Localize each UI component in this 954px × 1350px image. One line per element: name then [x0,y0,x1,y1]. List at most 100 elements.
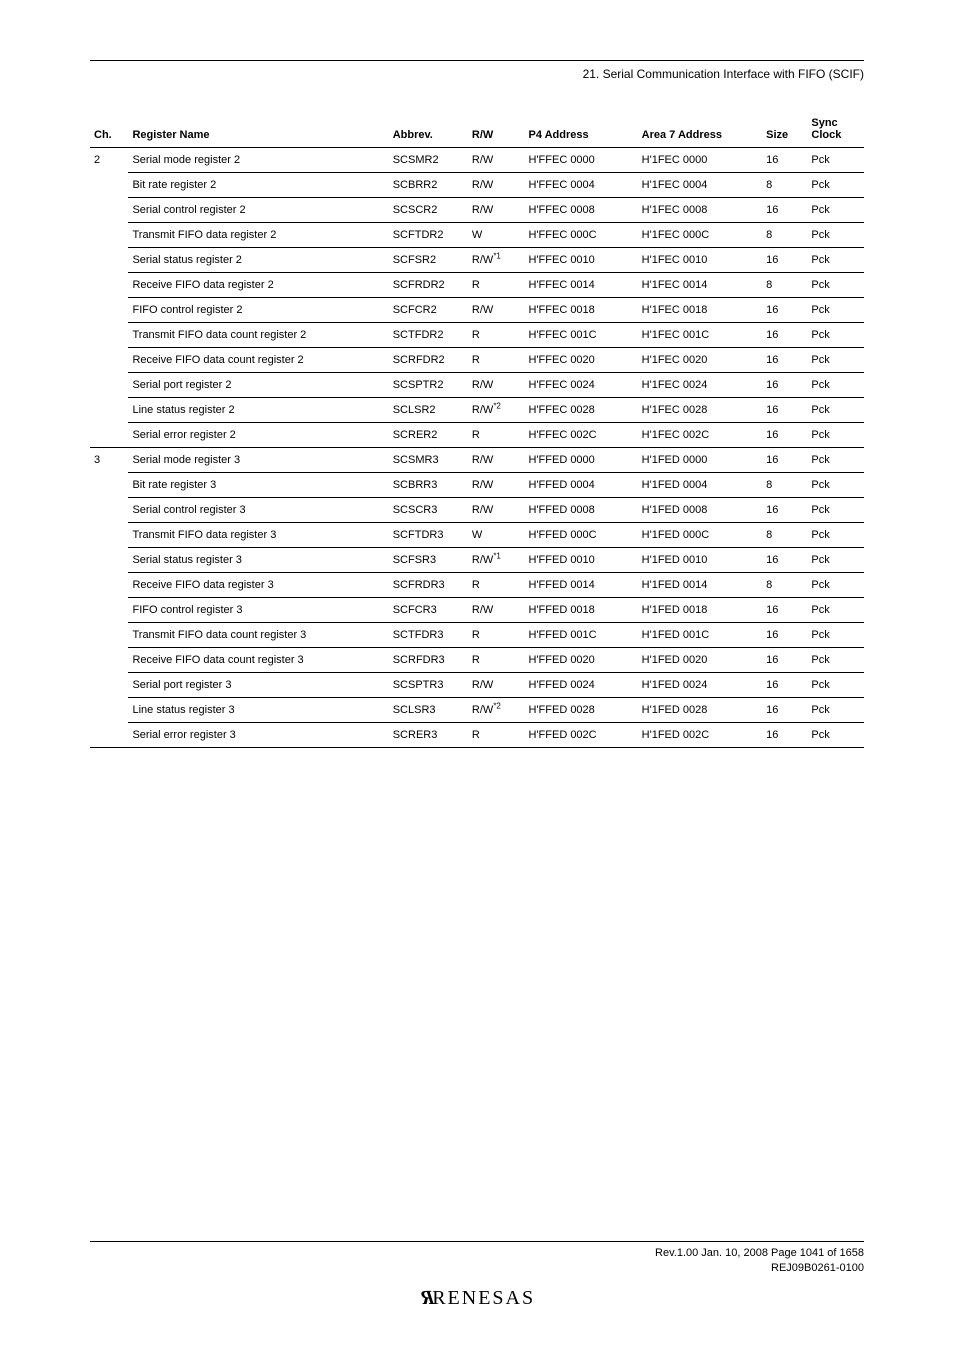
cell-name: FIFO control register 2 [128,298,388,323]
cell-p4: H'FFEC 0000 [525,148,638,173]
cell-name: Bit rate register 2 [128,173,388,198]
cell-a7: H'1FED 0008 [638,498,762,523]
col-name: Register Name [128,111,388,148]
cell-p4: H'FFED 0008 [525,498,638,523]
cell-rw: R/W*1 [468,548,525,573]
cell-a7: H'1FEC 001C [638,323,762,348]
cell-rw: R [468,423,525,448]
logo-text: RENESAS [432,1287,535,1309]
cell-a7: H'1FEC 0014 [638,273,762,298]
cell-clock: Pck [807,648,864,673]
cell-size: 16 [762,398,807,423]
cell-ch: 3 [90,448,128,748]
cell-abbrev: SCFTDR3 [389,523,468,548]
cell-p4: H'FFEC 001C [525,323,638,348]
cell-a7: H'1FED 0018 [638,598,762,623]
cell-rw: R/W [468,448,525,473]
table-row: Serial control register 3SCSCR3R/WH'FFED… [90,498,864,523]
cell-clock: Pck [807,223,864,248]
cell-name: Transmit FIFO data count register 3 [128,623,388,648]
cell-size: 16 [762,248,807,273]
cell-clock: Pck [807,498,864,523]
register-table: Ch. Register Name Abbrev. R/W P4 Address… [90,111,864,748]
cell-clock: Pck [807,673,864,698]
cell-a7: H'1FEC 002C [638,423,762,448]
cell-size: 8 [762,273,807,298]
table-row: Transmit FIFO data register 3SCFTDR3WH'F… [90,523,864,548]
cell-name: Receive FIFO data register 3 [128,573,388,598]
cell-p4: H'FFED 0014 [525,573,638,598]
table-row: Serial status register 2SCFSR2R/W*1H'FFE… [90,248,864,273]
cell-name: Serial port register 2 [128,373,388,398]
col-size: Size [762,111,807,148]
cell-p4: H'FFEC 0024 [525,373,638,398]
cell-rw: R/W [468,473,525,498]
cell-name: Serial control register 2 [128,198,388,223]
cell-rw: R [468,348,525,373]
cell-clock: Pck [807,298,864,323]
cell-abbrev: SCLSR3 [389,698,468,723]
cell-a7: H'1FEC 0028 [638,398,762,423]
cell-name: Serial port register 3 [128,673,388,698]
cell-name: Receive FIFO data count register 3 [128,648,388,673]
cell-a7: H'1FED 001C [638,623,762,648]
cell-name: Receive FIFO data register 2 [128,273,388,298]
cell-abbrev: SCSPTR3 [389,673,468,698]
table-row: 2Serial mode register 2SCSMR2R/WH'FFEC 0… [90,148,864,173]
cell-clock: Pck [807,148,864,173]
table-row: Serial control register 2SCSCR2R/WH'FFEC… [90,198,864,223]
cell-clock: Pck [807,273,864,298]
cell-name: Serial error register 3 [128,723,388,748]
table-row: Bit rate register 2SCBRR2R/WH'FFEC 0004H… [90,173,864,198]
cell-a7: H'1FED 0014 [638,573,762,598]
cell-rw: R/W [468,148,525,173]
header-rule [90,60,864,61]
cell-rw: R [468,273,525,298]
cell-p4: H'FFED 0018 [525,598,638,623]
cell-p4: H'FFED 0000 [525,448,638,473]
cell-clock: Pck [807,323,864,348]
cell-abbrev: SCSMR3 [389,448,468,473]
cell-abbrev: SCSMR2 [389,148,468,173]
cell-rw: W [468,223,525,248]
cell-a7: H'1FED 0004 [638,473,762,498]
cell-p4: H'FFEC 0018 [525,298,638,323]
cell-p4: H'FFEC 0010 [525,248,638,273]
footer-doc: REJ09B0261-0100 [771,1262,864,1274]
cell-a7: H'1FED 0020 [638,648,762,673]
cell-p4: H'FFED 001C [525,623,638,648]
cell-p4: H'FFED 0024 [525,673,638,698]
cell-clock: Pck [807,723,864,748]
table-row: Bit rate register 3SCBRR3R/WH'FFED 0004H… [90,473,864,498]
cell-clock: Pck [807,373,864,398]
cell-rw: R/W [468,373,525,398]
cell-clock: Pck [807,598,864,623]
cell-size: 16 [762,673,807,698]
cell-clock: Pck [807,248,864,273]
cell-size: 8 [762,223,807,248]
cell-size: 16 [762,623,807,648]
cell-clock: Pck [807,523,864,548]
cell-p4: H'FFED 002C [525,723,638,748]
cell-abbrev: SCRFDR2 [389,348,468,373]
table-row: Line status register 2SCLSR2R/W*2H'FFEC … [90,398,864,423]
cell-name: Serial mode register 2 [128,148,388,173]
cell-name: Transmit FIFO data register 3 [128,523,388,548]
cell-size: 16 [762,373,807,398]
logo-r-glyph: R [417,1287,436,1310]
cell-rw: R [468,648,525,673]
cell-a7: H'1FEC 0018 [638,298,762,323]
cell-abbrev: SCBRR3 [389,473,468,498]
footer-rule [90,1241,864,1242]
cell-clock: Pck [807,448,864,473]
table-row: Serial error register 2SCRER2RH'FFEC 002… [90,423,864,448]
cell-a7: H'1FED 0000 [638,448,762,473]
cell-p4: H'FFEC 0014 [525,273,638,298]
cell-size: 16 [762,648,807,673]
cell-size: 16 [762,423,807,448]
col-clock: Sync Clock [807,111,864,148]
cell-rw: R/W*2 [468,698,525,723]
cell-name: Bit rate register 3 [128,473,388,498]
col-p4: P4 Address [525,111,638,148]
cell-name: Serial error register 2 [128,423,388,448]
